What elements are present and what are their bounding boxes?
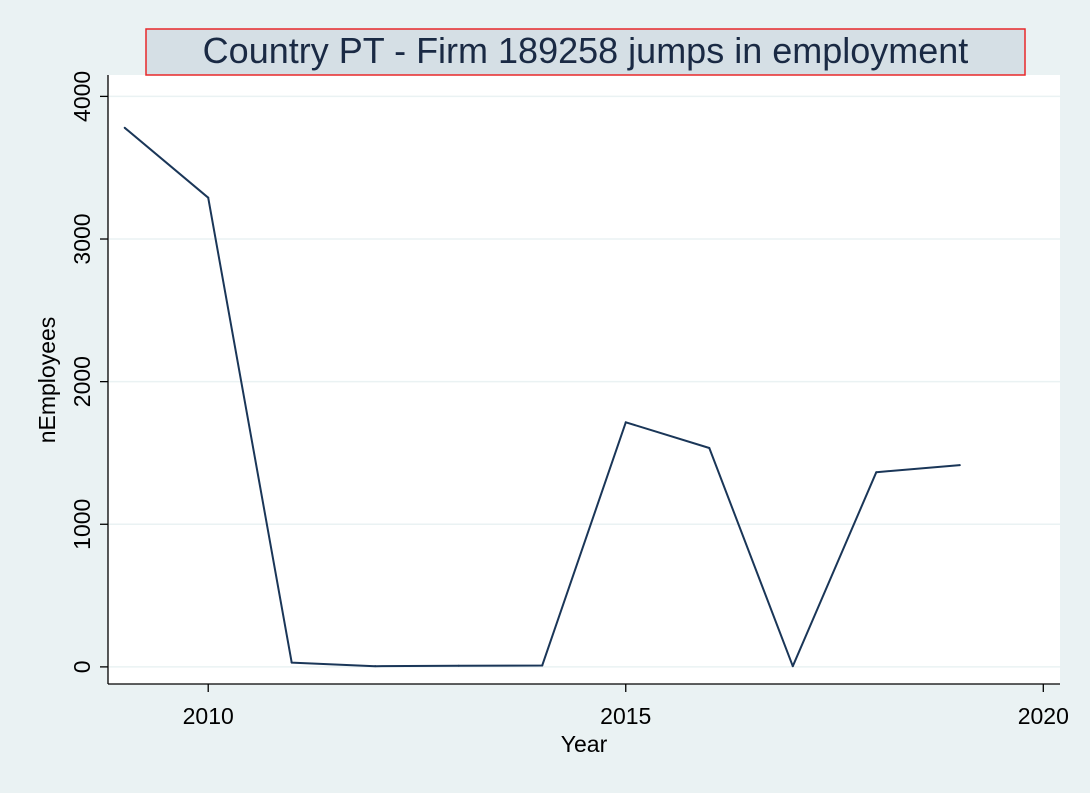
data-point <box>791 665 794 668</box>
y-tick-label: 4000 <box>69 71 95 122</box>
series-layer <box>123 126 961 668</box>
data-point <box>708 446 711 449</box>
x-tick-label: 2010 <box>183 703 234 729</box>
chart-title: Country PT - Firm 189258 jumps in employ… <box>203 30 969 71</box>
x-tick-label: 2020 <box>1018 703 1069 729</box>
x-axis-ticks: 2010 2015 2020 <box>183 684 1069 729</box>
y-tick-label: 1000 <box>69 499 95 550</box>
data-point <box>207 196 210 199</box>
y-axis-label: nEmployees <box>34 317 60 444</box>
title-box <box>145 28 1026 76</box>
x-tick-label: 2015 <box>600 703 651 729</box>
y-tick-label: 0 <box>69 660 95 673</box>
data-point <box>457 664 460 667</box>
data-point <box>875 471 878 474</box>
y-tick-label: 3000 <box>69 213 95 264</box>
data-point <box>958 464 961 467</box>
data-point <box>123 126 126 129</box>
data-point <box>374 665 377 668</box>
x-axis-label: Year <box>561 731 608 757</box>
data-point <box>290 661 293 664</box>
data-point <box>624 421 627 424</box>
plot-area <box>108 75 1060 684</box>
data-point <box>541 664 544 667</box>
y-axis-ticks: 0 1000 2000 3000 4000 <box>69 71 108 673</box>
y-tick-label: 2000 <box>69 356 95 407</box>
